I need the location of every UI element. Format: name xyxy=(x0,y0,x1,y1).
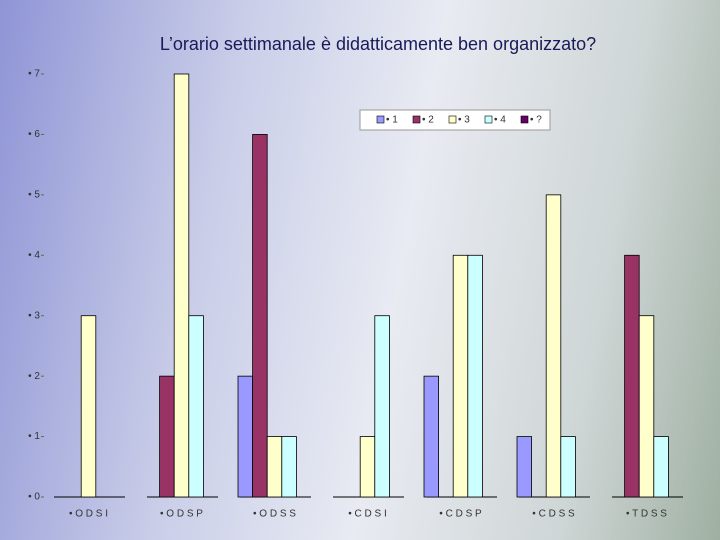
legend-label: • 1 xyxy=(386,115,398,126)
bar xyxy=(653,436,669,498)
legend-label: • 3 xyxy=(458,115,470,126)
y-tick-label: • 7 xyxy=(28,69,40,80)
bar xyxy=(359,436,376,498)
y-tick-label: • 2 xyxy=(28,371,40,382)
bar xyxy=(252,134,268,498)
bar xyxy=(516,436,533,498)
bar xyxy=(237,375,254,498)
x-tick-label: • T D S S xyxy=(626,509,667,520)
legend-swatch xyxy=(376,115,385,124)
bar xyxy=(560,436,576,498)
legend-label: • ? xyxy=(530,115,542,126)
bar xyxy=(281,436,297,498)
y-tick-label: • 4 xyxy=(28,250,40,261)
x-tick-label: • C D S S xyxy=(532,509,575,520)
x-tick-label: • C D S P xyxy=(439,509,482,520)
bar xyxy=(374,315,390,498)
bar xyxy=(188,315,204,498)
x-tick-label: • O D S S xyxy=(253,509,296,520)
x-tick-label: • C D S I xyxy=(348,509,387,520)
y-tick-label: • 3 xyxy=(28,310,40,321)
y-tick-label: • 5 xyxy=(28,189,40,200)
legend-label: • 4 xyxy=(494,115,506,126)
legend-swatch xyxy=(448,115,457,124)
y-tick-label: • 1 xyxy=(28,431,40,442)
bar xyxy=(423,375,440,498)
legend-swatch xyxy=(484,115,493,124)
x-tick-label: • O D S I xyxy=(69,509,108,520)
bar xyxy=(467,254,483,498)
y-tick-label: • 0 xyxy=(28,492,40,503)
legend-label: • 2 xyxy=(422,115,434,126)
bar xyxy=(624,254,640,498)
bar xyxy=(173,73,190,498)
bar xyxy=(545,194,562,498)
legend-swatch xyxy=(412,115,421,124)
legend-swatch xyxy=(520,115,529,124)
bar xyxy=(638,315,655,498)
y-tick-label: • 6 xyxy=(28,129,40,140)
bar xyxy=(452,254,469,498)
chart-title: L’orario settimanale è didatticamente be… xyxy=(160,34,596,54)
bar xyxy=(159,375,175,498)
x-tick-label: • O D S P xyxy=(160,509,203,520)
bar xyxy=(266,436,283,498)
bar xyxy=(80,315,97,498)
